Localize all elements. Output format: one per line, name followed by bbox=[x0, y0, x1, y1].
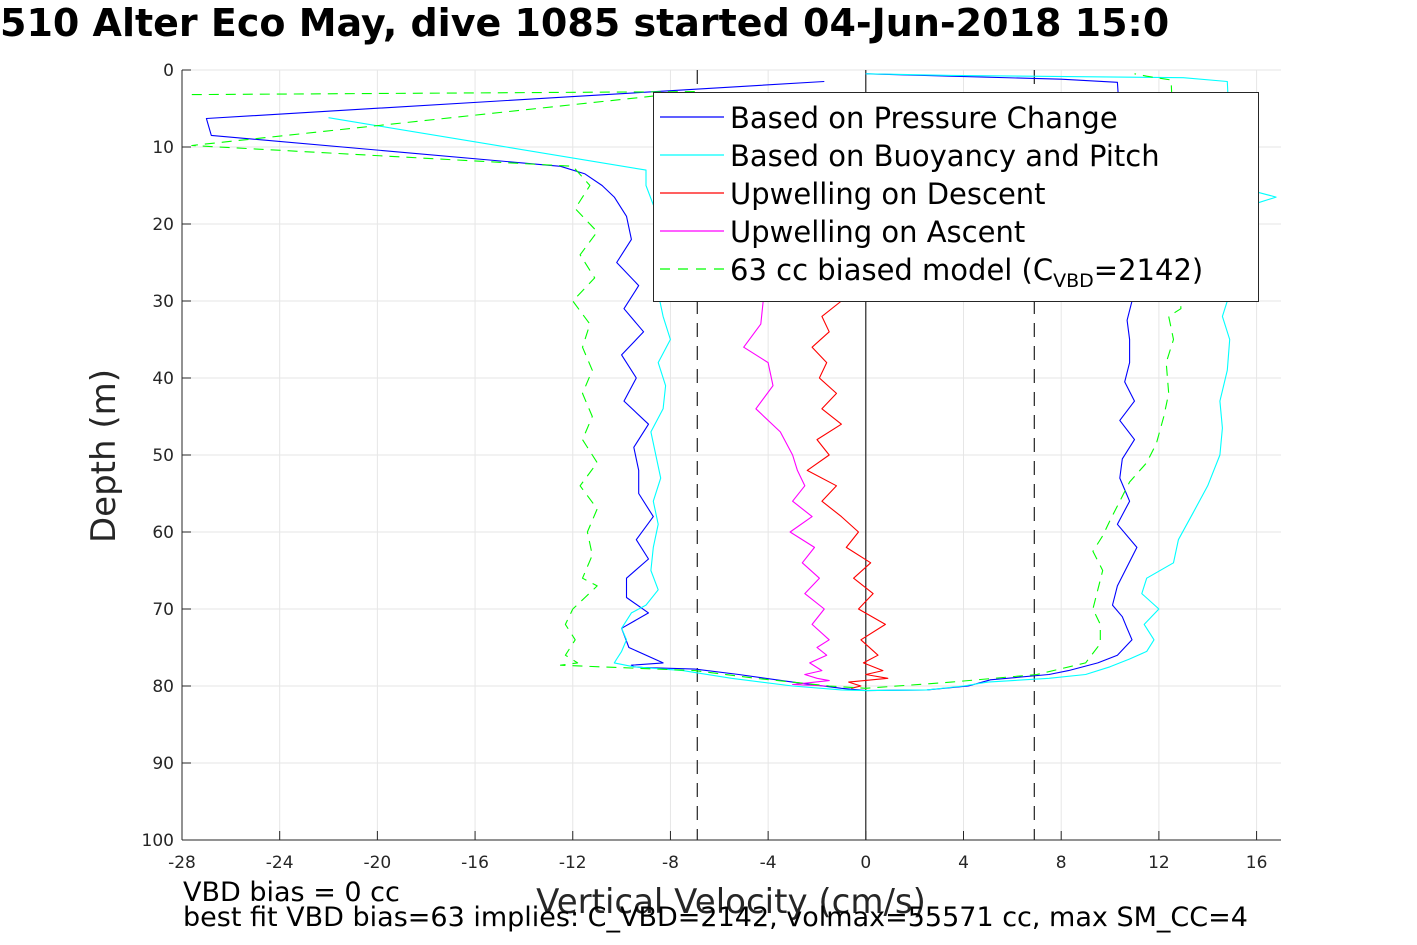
x-tick-label: -16 bbox=[461, 853, 489, 873]
y-tick-label: 90 bbox=[152, 754, 174, 774]
series-lines bbox=[191, 73, 1277, 692]
y-tick-label: 80 bbox=[152, 677, 174, 697]
y-tick-label: 100 bbox=[142, 831, 174, 851]
x-tick-label: -24 bbox=[266, 853, 294, 873]
x-tick-label: 12 bbox=[1148, 853, 1170, 873]
y-tick-label: 10 bbox=[152, 138, 174, 158]
legend-label: Upwelling on Descent bbox=[730, 177, 1046, 211]
legend-item-biased-model: 63 cc biased model (CVBD=2142) bbox=[654, 249, 1254, 292]
legend-label: Based on Buoyancy and Pitch bbox=[730, 139, 1160, 173]
x-tick-label: -20 bbox=[363, 853, 391, 873]
legend-item-buoyancy: Based on Buoyancy and Pitch bbox=[654, 135, 1254, 173]
pressure-change-line bbox=[205, 73, 1138, 692]
x-tick-labels: -28 -24 -20 -16 -12 -8 -4 0 4 8 12 16 bbox=[168, 853, 1267, 873]
upwelling-descent-line bbox=[806, 300, 889, 689]
legend-item-pressure: Based on Pressure Change bbox=[654, 97, 1254, 135]
x-tick-label: 16 bbox=[1246, 853, 1268, 873]
y-axis-label: Depth (m) bbox=[84, 368, 124, 544]
x-tick-label: -8 bbox=[662, 853, 679, 873]
y-tick-labels: 0 10 20 30 40 50 60 70 80 90 100 bbox=[142, 61, 174, 851]
x-tick-label: -12 bbox=[559, 853, 587, 873]
legend-label: Based on Pressure Change bbox=[730, 101, 1118, 135]
y-tick-label: 50 bbox=[152, 446, 174, 466]
y-tick-label: 70 bbox=[152, 600, 174, 620]
buoyancy-pitch-line bbox=[328, 73, 1277, 692]
y-tick-label: 40 bbox=[152, 369, 174, 389]
legend: Based on Pressure Change Based on Buoyan… bbox=[653, 92, 1259, 302]
y-tick-label: 20 bbox=[152, 215, 174, 235]
legend-item-upwelling-ascent: Upwelling on Ascent bbox=[654, 211, 1254, 249]
best-fit-note: best fit VBD bias=63 implies: C_VBD=2142… bbox=[183, 902, 1248, 933]
upwelling-ascent-line bbox=[743, 300, 830, 687]
x-tick-label: 0 bbox=[860, 853, 871, 873]
biased-model-line bbox=[191, 73, 1182, 689]
y-tick-label: 0 bbox=[163, 61, 174, 81]
axes bbox=[181, 69, 1281, 841]
x-tick-label: 4 bbox=[958, 853, 969, 873]
x-tick-label: 8 bbox=[1056, 853, 1067, 873]
legend-item-upwelling-descent: Upwelling on Descent bbox=[654, 173, 1254, 211]
vbd-bias-note: VBD bias = 0 cc bbox=[183, 877, 400, 908]
y-tick-label: 30 bbox=[152, 292, 174, 312]
legend-label: 63 cc biased model (CVBD=2142) bbox=[730, 253, 1204, 292]
y-tick-label: 60 bbox=[152, 523, 174, 543]
legend-label: Upwelling on Ascent bbox=[730, 215, 1026, 249]
chart-title: 510 Alter Eco May, dive 1085 started 04-… bbox=[0, 1, 1170, 45]
x-axis-label: Vertical Velocity (cm/s) bbox=[536, 882, 926, 922]
x-tick-label: -28 bbox=[168, 853, 196, 873]
x-tick-label: -4 bbox=[760, 853, 777, 873]
